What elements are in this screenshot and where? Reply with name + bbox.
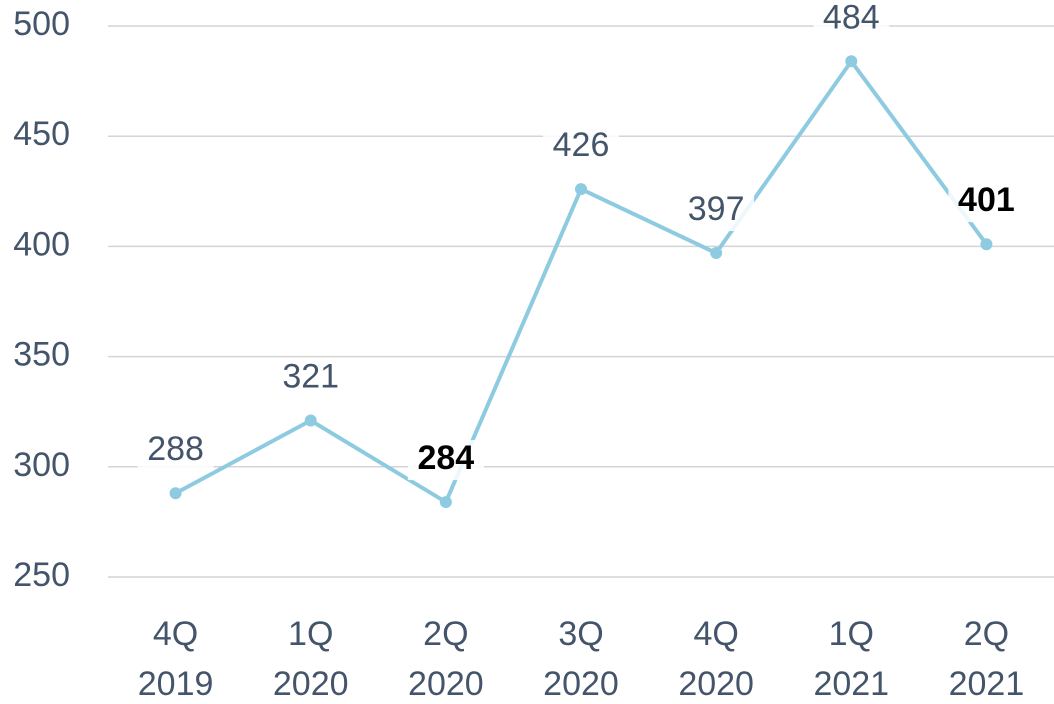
data-label: 284 <box>417 439 474 477</box>
x-tick-label: 2020 <box>543 665 619 703</box>
x-tick-label: 2021 <box>813 665 889 703</box>
label-background <box>137 431 214 472</box>
label-background <box>813 0 890 40</box>
x-tick-label: 2020 <box>273 665 349 703</box>
data-label: 321 <box>282 358 339 396</box>
y-tick-label: 350 <box>13 336 70 374</box>
point <box>169 487 182 500</box>
x-tick-label: 2Q <box>964 615 1009 653</box>
y-tick-label: 250 <box>13 556 70 594</box>
x-tick-label: 2Q <box>423 615 468 653</box>
point <box>304 414 317 427</box>
data-label: 426 <box>553 126 610 164</box>
point <box>710 247 723 260</box>
x-tick-label: 3Q <box>558 615 603 653</box>
point <box>845 55 858 68</box>
x-tick-label: 4Q <box>153 615 198 653</box>
point <box>439 496 452 509</box>
label-background <box>272 358 349 399</box>
label-background <box>407 440 484 481</box>
x-tick-label: 2020 <box>678 665 754 703</box>
y-tick-label: 450 <box>13 115 70 153</box>
x-tick-label: 2021 <box>949 665 1025 703</box>
data-label: 484 <box>823 0 880 36</box>
point <box>980 238 993 251</box>
label-background <box>543 127 619 168</box>
label-background <box>948 182 1025 223</box>
y-tick-label: 300 <box>13 446 70 484</box>
data-label: 401 <box>958 181 1015 219</box>
x-tick-label: 2019 <box>138 665 214 703</box>
point <box>575 183 587 196</box>
x-tick-label: 1Q <box>829 615 874 653</box>
x-tick-label: 4Q <box>693 615 738 653</box>
y-tick-label: 400 <box>13 225 70 263</box>
label-background <box>678 191 755 232</box>
data-label: 397 <box>688 190 745 228</box>
y-tick-label: 500 <box>13 5 70 43</box>
x-tick-label: 1Q <box>288 615 333 653</box>
x-tick-label: 2020 <box>408 665 484 703</box>
data-label: 288 <box>147 430 204 468</box>
